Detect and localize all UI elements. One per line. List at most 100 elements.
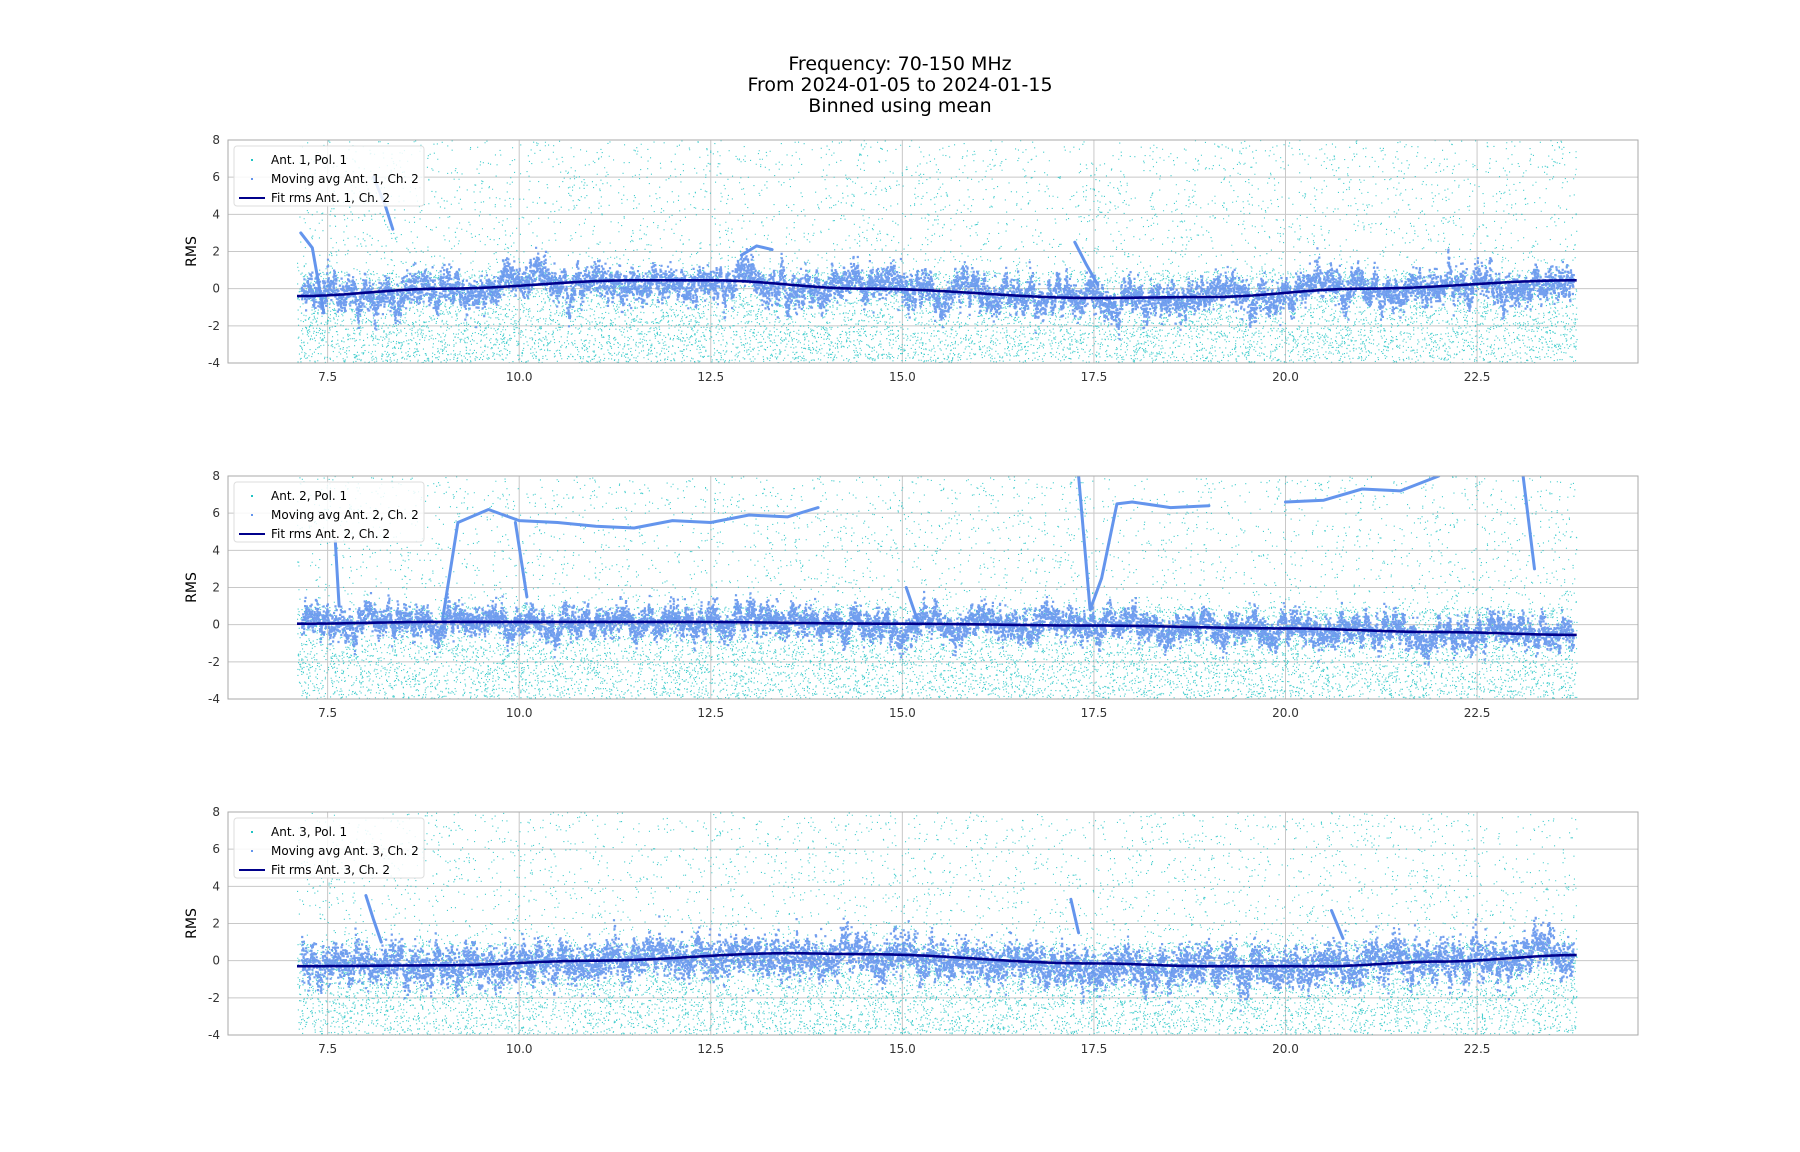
moving-average-excursion — [333, 539, 341, 608]
legend-entry: Fit rms Ant. 3, Ch. 2 — [271, 863, 390, 877]
legend-entry: Ant. 1, Pol. 1 — [271, 153, 347, 167]
x-tick-label: 22.5 — [1464, 370, 1491, 384]
x-tick-label: 17.5 — [1081, 370, 1108, 384]
y-tick-label: 4 — [212, 879, 220, 893]
fit-line — [297, 620, 1577, 637]
y-tick-label: -4 — [208, 1028, 220, 1042]
y-tick-label: 6 — [212, 506, 220, 520]
figure-title: Frequency: 70-150 MHz From 2024-01-05 to… — [0, 54, 1800, 117]
legend-box — [233, 145, 425, 207]
moving-average-excursion — [364, 894, 383, 944]
legend-marker-raw — [251, 831, 253, 833]
x-tick-label: 22.5 — [1464, 706, 1491, 720]
y-tick-label: -2 — [208, 319, 220, 333]
legend-entry: Fit rms Ant. 2, Ch. 2 — [271, 527, 390, 541]
title-line-date-range: From 2024-01-05 to 2024-01-15 — [747, 74, 1053, 96]
moving-average-excursion — [1073, 240, 1100, 287]
moving-average-excursion — [441, 506, 820, 621]
legend: Ant. 3, Pol. 1 Moving avg Ant. 3, Ch. 2 Fi… — [233, 817, 425, 879]
x-tick-label: 15.0 — [889, 706, 916, 720]
moving-average-excursion — [1077, 476, 1211, 612]
fit-line — [297, 951, 1577, 968]
legend-marker-raw — [251, 159, 253, 161]
x-tick-label: 10.0 — [506, 370, 533, 384]
y-axis-label: RMS — [184, 236, 200, 267]
y-tick-label: 4 — [212, 543, 220, 557]
plot-frame — [227, 811, 1639, 1036]
legend: Ant. 1, Pol. 1 Moving avg Ant. 1, Ch. 2 Fi… — [233, 145, 425, 207]
legend-entry: Fit rms Ant. 1, Ch. 2 — [271, 191, 390, 205]
legend-entry: Moving avg Ant. 3, Ch. 2 — [271, 844, 419, 858]
plot-area — [297, 140, 1578, 363]
moving-average-excursion — [1330, 909, 1345, 940]
raw-scatter-points — [297, 812, 1578, 1035]
moving-average-excursion — [1069, 897, 1081, 935]
legend-marker-moving-avg — [251, 850, 253, 852]
plot-area — [297, 476, 1578, 699]
y-tick-label: -2 — [208, 991, 220, 1005]
legend-box — [233, 481, 425, 543]
x-tick-label: 15.0 — [889, 1042, 916, 1056]
fit-line — [297, 278, 1577, 300]
legend-entry: Moving avg Ant. 1, Ch. 2 — [271, 172, 419, 186]
x-tick-label: 20.0 — [1272, 1042, 1299, 1056]
y-tick-label: 6 — [212, 170, 220, 184]
subplot-2: 7.5 10.0 12.5 15.0 17.5 20.0 22.5 8 6 4 2 0 -2 -4 RMS A… — [184, 469, 1639, 720]
y-tick-label: 2 — [212, 917, 220, 931]
y-tick-label: 0 — [212, 282, 220, 296]
x-tick-label: 10.0 — [506, 1042, 533, 1056]
y-tick-label: -2 — [208, 655, 220, 669]
moving-average-excursion — [1284, 476, 1441, 504]
x-tick-label: 7.5 — [318, 370, 337, 384]
moving-average-excursion — [1521, 476, 1536, 571]
y-tick-label: 0 — [212, 954, 220, 968]
y-tick-label: -4 — [208, 356, 220, 370]
moving-average-band — [300, 590, 1575, 666]
moving-average-excursion — [904, 586, 920, 623]
x-tick-label: 15.0 — [889, 370, 916, 384]
plot-frame — [227, 475, 1639, 700]
x-tick-label: 7.5 — [318, 1042, 337, 1056]
y-tick-label: 4 — [212, 207, 220, 221]
x-tick-label: 20.0 — [1272, 370, 1299, 384]
legend-marker-moving-avg — [251, 178, 253, 180]
raw-scatter-points — [297, 140, 1578, 363]
y-tick-label: 2 — [212, 581, 220, 595]
x-tick-label: 22.5 — [1464, 1042, 1491, 1056]
legend: Ant. 2, Pol. 1 Moving avg Ant. 2, Ch. 2 Fi… — [233, 481, 425, 543]
x-tick-label: 20.0 — [1272, 706, 1299, 720]
legend-box — [233, 817, 425, 879]
x-tick-label: 10.0 — [506, 706, 533, 720]
x-tick-label: 17.5 — [1081, 1042, 1108, 1056]
legend-entry: Moving avg Ant. 2, Ch. 2 — [271, 508, 419, 522]
y-tick-label: 6 — [212, 842, 220, 856]
x-tick-label: 17.5 — [1081, 706, 1108, 720]
moving-average-excursion — [739, 244, 774, 257]
x-tick-label: 12.5 — [697, 370, 724, 384]
y-axis-label: RMS — [184, 908, 200, 939]
plot-frame — [227, 139, 1639, 364]
moving-average-band — [300, 246, 1575, 341]
subplot-1: 7.5 10.0 12.5 15.0 17.5 20.0 22.5 8 6 4 2 0 -2 -4 RMS A… — [184, 133, 1639, 384]
title-line-binning: Binned using mean — [808, 95, 992, 117]
y-tick-label: 8 — [212, 469, 220, 483]
y-tick-label: -4 — [208, 692, 220, 706]
subplot-3: 7.5 10.0 12.5 15.0 17.5 20.0 22.5 8 6 4 2 0 -2 -4 RMS A… — [184, 805, 1639, 1056]
y-tick-label: 0 — [212, 618, 220, 632]
x-tick-label: 7.5 — [318, 706, 337, 720]
legend-marker-raw — [251, 495, 253, 497]
y-tick-label: 8 — [212, 133, 220, 147]
x-tick-label: 12.5 — [697, 1042, 724, 1056]
moving-average-band — [300, 915, 1575, 1012]
moving-average-excursion — [513, 521, 529, 599]
x-tick-label: 12.5 — [697, 706, 724, 720]
y-tick-label: 2 — [212, 245, 220, 259]
legend-entry: Ant. 2, Pol. 1 — [271, 489, 347, 503]
grid — [228, 139, 1638, 364]
y-tick-label: 8 — [212, 805, 220, 819]
plot-area — [297, 812, 1578, 1035]
title-line-frequency: Frequency: 70-150 MHz — [788, 53, 1012, 75]
grid — [228, 475, 1638, 700]
legend-marker-moving-avg — [251, 514, 253, 516]
